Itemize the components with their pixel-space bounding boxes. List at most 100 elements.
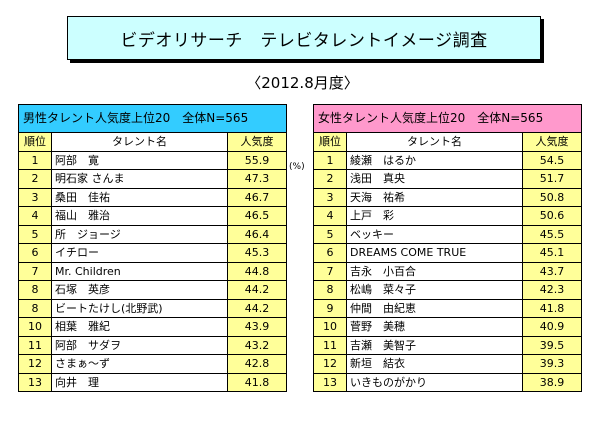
female-table-header: 女性タレント人気度上位20 全体N=565	[312, 104, 583, 133]
name-cell: 福山 雅治	[51, 206, 228, 226]
col-score: 人気度	[521, 132, 583, 152]
rank-cell: 2	[18, 169, 52, 189]
score-cell: 46.4	[226, 224, 288, 244]
table-row: 8 ビートたけし(北野武) 44.2	[18, 298, 288, 318]
rank-cell: 11	[313, 335, 347, 355]
name-cell: 阿部 寛	[51, 150, 228, 170]
table-row: 7 吉永 小百合 43.7	[313, 261, 583, 281]
col-name: タレント名	[51, 132, 228, 152]
name-cell: 新垣 結衣	[346, 354, 523, 374]
rank-cell: 8	[18, 298, 52, 318]
score-cell: 44.2	[226, 298, 288, 318]
female-column-headers: 順位 タレント名 人気度	[313, 132, 583, 152]
table-row: 11 阿部 サダヲ 43.2	[18, 335, 288, 355]
col-name: タレント名	[346, 132, 523, 152]
rank-cell: 6	[18, 243, 52, 263]
table-row: 12 新垣 結衣 39.3	[313, 354, 583, 374]
rank-cell: 7	[313, 261, 347, 281]
score-cell: 42.3	[521, 280, 583, 300]
score-cell: 55.9	[226, 150, 288, 170]
table-row: 10 相葉 雅紀 43.9	[18, 317, 288, 337]
rank-cell: 1	[313, 150, 347, 170]
table-row: 2 浅田 真央 51.7	[313, 169, 583, 189]
name-cell: 綾瀬 はるか	[346, 150, 523, 170]
name-cell: 吉永 小百合	[346, 261, 523, 281]
score-cell: 46.5	[226, 206, 288, 226]
table-row: 2 明石家 さんま 47.3	[18, 169, 288, 189]
male-rows: 1 阿部 寛 55.9 2 明石家 さんま 47.3 3 桑田 佳祐 46.7 4 福山 雅治 46.…	[18, 150, 288, 392]
male-ranking-table: 男性タレント人気度上位20 全体N=565 順位 タレント名 人気度 1 阿部 寛…	[17, 104, 288, 392]
score-cell: 54.5	[521, 150, 583, 170]
name-cell: 明石家 さんま	[51, 169, 228, 189]
rank-cell: 9	[313, 298, 347, 318]
rank-cell: 13	[18, 372, 52, 392]
score-cell: 41.8	[521, 298, 583, 318]
score-cell: 43.2	[226, 335, 288, 355]
name-cell: 桑田 佳祐	[51, 187, 228, 207]
table-row: 3 桑田 佳祐 46.7	[18, 187, 288, 207]
rank-cell: 1	[18, 150, 52, 170]
page-title: ビデオリサーチ テレビタレントイメージ調査	[67, 16, 541, 60]
name-cell: 相葉 雅紀	[51, 317, 228, 337]
table-row: 1 阿部 寛 55.9	[18, 150, 288, 170]
table-row: 10 菅野 美穂 40.9	[313, 317, 583, 337]
score-cell: 47.3	[226, 169, 288, 189]
name-cell: ビートたけし(北野武)	[51, 298, 228, 318]
name-cell: 吉瀬 美智子	[346, 335, 523, 355]
rank-cell: 11	[18, 335, 52, 355]
rank-cell: 3	[313, 187, 347, 207]
rank-cell: 5	[313, 224, 347, 244]
table-row: 4 上戸 彩 50.6	[313, 206, 583, 226]
rank-cell: 5	[18, 224, 52, 244]
col-score: 人気度	[226, 132, 288, 152]
table-row: 6 イチロー 45.3	[18, 243, 288, 263]
table-row: 6 DREAMS COME TRUE 45.1	[313, 243, 583, 263]
rank-cell: 10	[313, 317, 347, 337]
name-cell: Mr. Children	[51, 261, 228, 281]
rank-cell: 7	[18, 261, 52, 281]
table-row: 11 吉瀬 美智子 39.5	[313, 335, 583, 355]
table-row: 5 ベッキー 45.5	[313, 224, 583, 244]
name-cell: 菅野 美穂	[346, 317, 523, 337]
table-row: 9 仲間 由紀恵 41.8	[313, 298, 583, 318]
rank-cell: 12	[313, 354, 347, 374]
name-cell: 天海 祐希	[346, 187, 523, 207]
name-cell: 所 ジョージ	[51, 224, 228, 244]
score-cell: 50.8	[521, 187, 583, 207]
rank-cell: 4	[313, 206, 347, 226]
rank-cell: 4	[18, 206, 52, 226]
table-row: 13 向井 理 41.8	[18, 372, 288, 392]
score-cell: 39.3	[521, 354, 583, 374]
male-column-headers: 順位 タレント名 人気度	[18, 132, 288, 152]
name-cell: 石塚 英彦	[51, 280, 228, 300]
score-cell: 38.9	[521, 372, 583, 392]
name-cell: 浅田 真央	[346, 169, 523, 189]
page-title-text: ビデオリサーチ テレビタレントイメージ調査	[120, 30, 488, 51]
name-cell: ベッキー	[346, 224, 523, 244]
female-ranking-table: 女性タレント人気度上位20 全体N=565 順位 タレント名 人気度 1 綾瀬 は…	[312, 104, 583, 392]
score-cell: 45.3	[226, 243, 288, 263]
score-cell: 40.9	[521, 317, 583, 337]
table-row: 12 さまぁ～ず 42.8	[18, 354, 288, 374]
name-cell: いきものがかり	[346, 372, 523, 392]
table-row: 4 福山 雅治 46.5	[18, 206, 288, 226]
rank-cell: 8	[18, 280, 52, 300]
name-cell: さまぁ～ず	[51, 354, 228, 374]
male-table-header: 男性タレント人気度上位20 全体N=565	[17, 104, 288, 133]
table-row: 8 松嶋 菜々子 42.3	[313, 280, 583, 300]
rank-cell: 3	[18, 187, 52, 207]
score-cell: 42.8	[226, 354, 288, 374]
name-cell: 阿部 サダヲ	[51, 335, 228, 355]
table-row: 3 天海 祐希 50.8	[313, 187, 583, 207]
name-cell: 松嶋 菜々子	[346, 280, 523, 300]
score-cell: 44.2	[226, 280, 288, 300]
name-cell: イチロー	[51, 243, 228, 263]
female-rows: 1 綾瀬 はるか 54.5 2 浅田 真央 51.7 3 天海 祐希 50.8 4 上戸 彩 50.6…	[313, 150, 583, 392]
score-cell: 39.5	[521, 335, 583, 355]
score-cell: 44.8	[226, 261, 288, 281]
unit-mark: (%)	[289, 162, 305, 172]
score-cell: 43.7	[521, 261, 583, 281]
table-row: 7 Mr. Children 44.8	[18, 261, 288, 281]
score-cell: 46.7	[226, 187, 288, 207]
table-row: 13 いきものがかり 38.9	[313, 372, 583, 392]
